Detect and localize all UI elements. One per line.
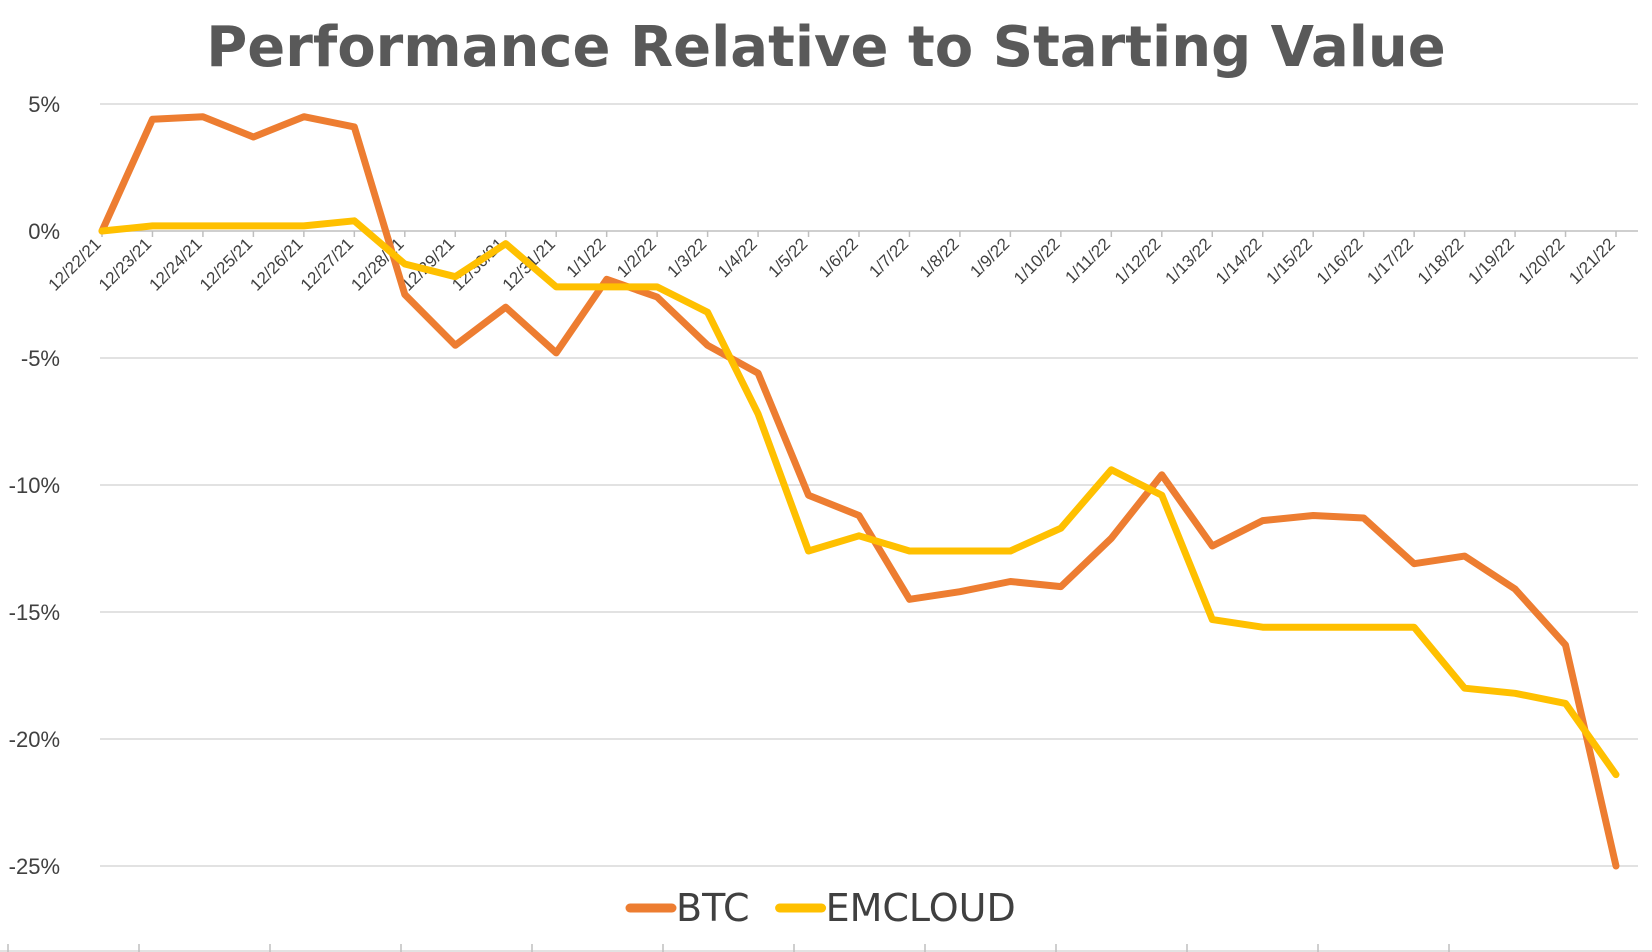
y-tick-label: 5% — [28, 92, 60, 117]
y-axis-ticks: 5% 0% -5% -10% -15% -20% -25% — [9, 92, 60, 879]
x-tick-label: 1/14/22 — [1212, 234, 1266, 288]
x-tick-label: 1/20/22 — [1515, 234, 1569, 288]
chart-title: Performance Relative to Starting Value — [206, 15, 1446, 80]
legend-label-emcloud: EMCLOUD — [826, 886, 1016, 930]
x-tick-label: 1/9/22 — [966, 234, 1013, 281]
x-tick-label: 1/11/22 — [1062, 234, 1115, 287]
x-tick-label: 12/24/21 — [146, 234, 206, 294]
legend: BTC EMCLOUD — [625, 886, 1016, 930]
x-tick-label: 1/17/22 — [1363, 234, 1417, 288]
x-tick-label: 1/6/22 — [815, 234, 862, 281]
y-tick-label: 0% — [28, 219, 60, 244]
x-tick-label: 1/1/22 — [563, 234, 610, 281]
series-line-btc — [98, 113, 1620, 870]
x-tick-label: 1/3/22 — [664, 234, 711, 281]
bottom-axis-stub — [0, 944, 1652, 952]
x-tick-label: 1/18/22 — [1414, 234, 1468, 288]
x-tick-label: 12/23/21 — [95, 234, 155, 294]
x-tick-label: 1/16/22 — [1313, 234, 1367, 288]
x-tick-label: 1/4/22 — [714, 234, 761, 281]
y-tick-label: -25% — [9, 854, 60, 879]
x-tick-label: 1/8/22 — [916, 234, 963, 281]
x-tick-label: 1/15/22 — [1262, 234, 1316, 288]
y-tick-label: -10% — [9, 473, 60, 498]
x-axis-ticks: 12/22/2112/23/2112/24/2112/25/2112/26/21… — [45, 231, 1619, 295]
y-tick-label: -5% — [21, 346, 60, 371]
gridlines — [100, 103, 1638, 867]
x-tick-label: 12/25/21 — [196, 234, 256, 294]
y-tick-label: -20% — [9, 727, 60, 752]
x-tick-label: 12/27/21 — [297, 234, 357, 294]
x-tick-label: 1/5/22 — [765, 234, 812, 281]
y-tick-label: -15% — [9, 600, 60, 625]
legend-label-btc: BTC — [676, 886, 750, 930]
x-tick-label: 1/2/22 — [613, 234, 660, 281]
x-tick-label: 1/13/22 — [1162, 234, 1216, 288]
x-tick-label: 1/19/22 — [1464, 234, 1518, 288]
x-tick-label: 1/21/22 — [1565, 234, 1619, 288]
series-line-emcloud — [98, 217, 1620, 779]
x-tick-label: 1/7/22 — [865, 234, 912, 281]
x-tick-label: 1/12/22 — [1111, 234, 1165, 288]
series-lines — [98, 113, 1620, 870]
x-tick-label: 1/10/22 — [1010, 234, 1064, 288]
x-tick-label: 12/26/21 — [246, 234, 306, 294]
